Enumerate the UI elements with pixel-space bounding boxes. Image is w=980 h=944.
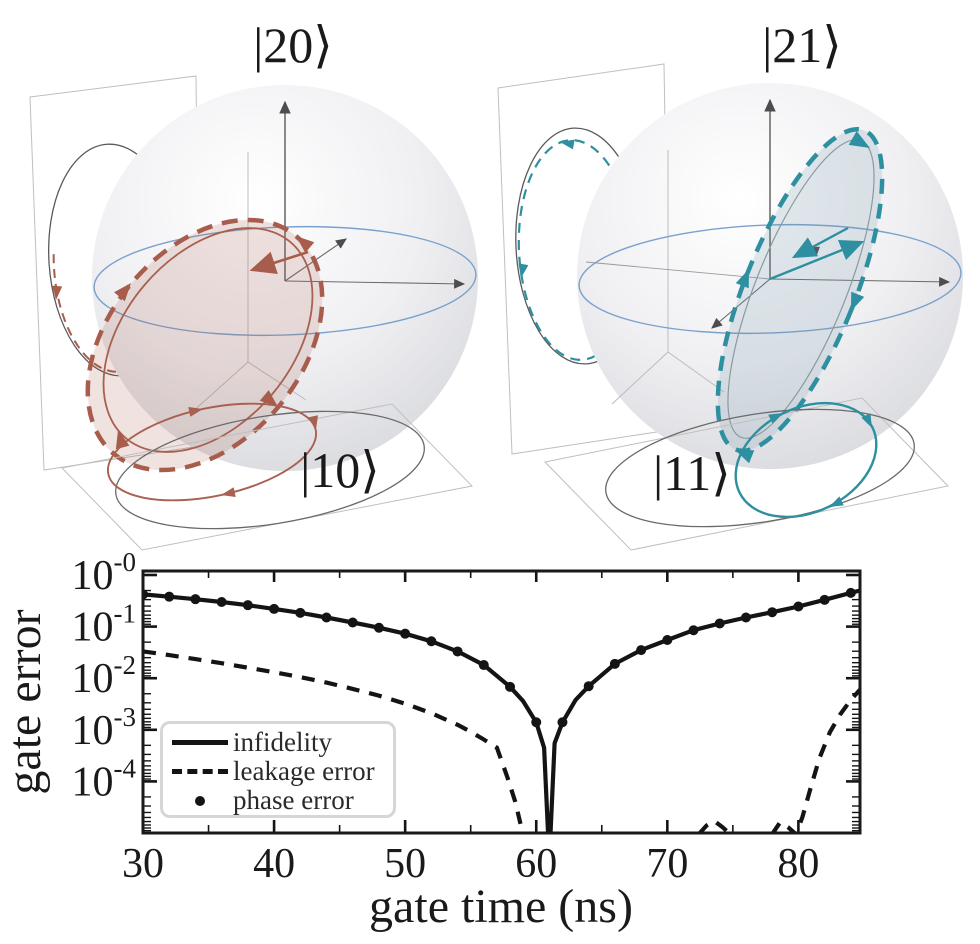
phase-error-dot — [505, 681, 516, 692]
y-axis-title: gate error — [0, 609, 51, 794]
x-tick-label: 60 — [515, 841, 557, 887]
phase-error-dot — [347, 617, 358, 628]
phase-error-dot — [400, 628, 411, 639]
left-trajectory-inner — [102, 227, 314, 453]
left-bottom-plane-circle — [115, 410, 425, 530]
bloch-spheres-panel: |20⟩ |10⟩ — [29, 17, 963, 551]
phase-error-dot — [373, 622, 384, 633]
infidelity-curve — [143, 588, 860, 833]
y-tick-label: 10-4 — [72, 753, 137, 805]
x-tick-label: 50 — [384, 841, 426, 887]
y-tick-label: 10-0 — [72, 550, 137, 599]
legend-label: phase error — [233, 785, 354, 815]
bloch-sphere-left: |20⟩ |10⟩ — [29, 17, 478, 551]
phase-error-dot — [767, 607, 778, 618]
phase-error-dot — [478, 660, 489, 671]
left-top-label: |20⟩ — [253, 17, 333, 73]
right-bottom-label: |11⟩ — [653, 445, 731, 501]
leakage-error-curve — [143, 649, 523, 825]
right-x-axis — [769, 276, 951, 287]
phase-error-dot — [164, 591, 175, 602]
phase-error-dot — [321, 612, 332, 623]
legend-dot-icon — [169, 795, 231, 806]
x-tick-label: 70 — [646, 841, 688, 887]
right-trajectory-disc — [715, 126, 885, 454]
legend-solid-line-icon — [169, 740, 231, 745]
plot-frame — [141, 569, 862, 835]
legend-label: infidelity — [233, 727, 332, 757]
phase-error-dot — [557, 717, 568, 728]
phase-error-dot — [662, 634, 673, 645]
y-tick-label: 10-3 — [72, 702, 137, 754]
y-tick-label: 10-1 — [72, 599, 137, 651]
phase-error-dot — [531, 717, 542, 728]
legend-entry-phase: phase error — [169, 786, 393, 815]
legend-entry-leakage: leakage error — [169, 757, 393, 786]
gate-error-chart: gate error gate time (ns) 30 40 50 60 70 80 10… — [0, 550, 862, 933]
phase-error-dot — [609, 658, 620, 669]
phase-error-dot — [688, 625, 699, 636]
left-bottom-plane — [60, 403, 474, 551]
phase-error-dot — [452, 646, 463, 657]
right-top-label: |21⟩ — [762, 17, 842, 73]
right-y-axis — [711, 278, 771, 329]
phase-error-dot — [426, 636, 437, 647]
legend-label: leakage error — [233, 756, 375, 786]
leakage-error-curve — [697, 818, 732, 833]
legend-dashed-line-icon — [169, 769, 231, 774]
left-bottom-label: |10⟩ — [300, 442, 380, 498]
phase-error-dot — [819, 594, 830, 605]
phase-error-dot — [636, 645, 647, 656]
x-tick-label: 30 — [122, 841, 164, 887]
left-bottom-plane-trajectory — [106, 402, 318, 502]
phase-error-dot — [583, 681, 594, 692]
phase-error-dot — [242, 600, 253, 611]
phase-error-dot — [216, 596, 227, 607]
right-bottom-plane-circle — [605, 408, 915, 528]
right-bottom-plane-trajectory — [734, 401, 878, 519]
phase-error-dot — [793, 601, 804, 612]
chart-legend: infidelity leakage error phase error — [160, 721, 396, 818]
phase-error-dot — [295, 607, 306, 618]
phase-error-dot — [269, 603, 280, 614]
x-axis-title: gate time (ns) — [369, 880, 633, 933]
legend-entry-infidelity: infidelity — [169, 728, 393, 757]
phase-error-dot — [845, 587, 856, 598]
leakage-error-curve — [770, 688, 860, 833]
right-bottom-plane — [543, 397, 950, 551]
phase-error-dot — [190, 594, 201, 605]
left-x-axis — [284, 278, 466, 289]
bloch-sphere-right: |21⟩ |11⟩ — [497, 17, 963, 551]
phase-error-dot — [740, 612, 751, 623]
x-tick-label: 40 — [253, 841, 295, 887]
x-tick-label: 80 — [777, 841, 819, 887]
y-tick-label: 10-2 — [72, 650, 137, 702]
phase-error-dot — [714, 618, 725, 629]
